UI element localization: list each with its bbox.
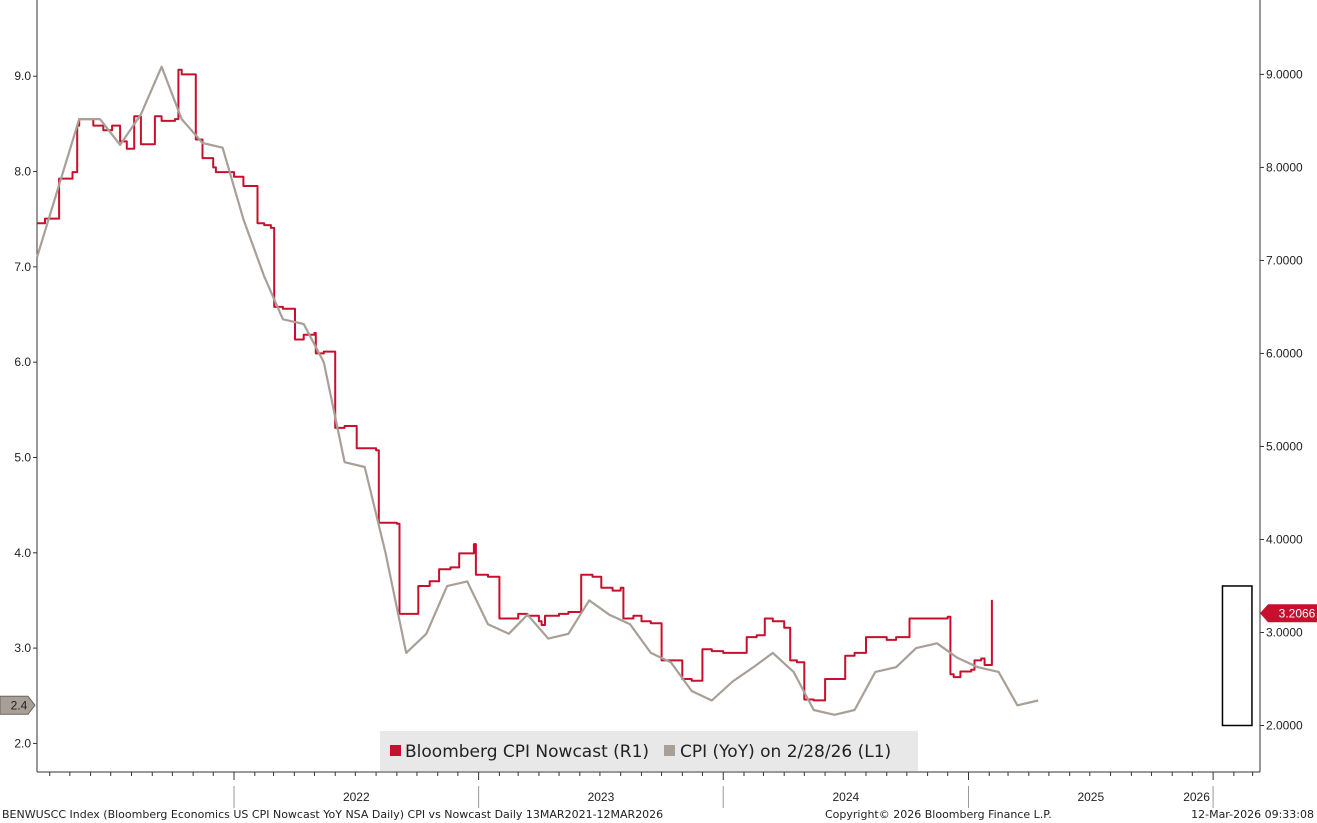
series-line-nowcast <box>37 68 993 702</box>
legend-swatch-nowcast <box>390 745 401 756</box>
right-tick-label: 7.0000 <box>1266 253 1303 267</box>
right-last-value-label: 3.2066 <box>1279 606 1316 620</box>
left-tick-label: 2.0 <box>14 736 31 750</box>
right-tick-label: 5.0000 <box>1266 439 1303 453</box>
left-last-value-label: 2.4 <box>11 698 28 712</box>
x-tick-label: 2023 <box>588 790 615 804</box>
x-tick-label: 2022 <box>343 790 370 804</box>
last-value-badges: 2.4 3.2066 <box>0 604 1317 715</box>
legend-label-nowcast: Bloomberg CPI Nowcast (R1) <box>405 742 649 762</box>
right-tick-label: 6.0000 <box>1266 346 1303 360</box>
left-tick-label: 3.0 <box>14 641 31 655</box>
right-tick-label: 4.0000 <box>1266 532 1303 546</box>
right-tick-label: 2.0000 <box>1266 718 1303 732</box>
legend-label-cpi: CPI (YoY) on 2/28/26 (L1) <box>680 742 891 762</box>
left-last-value-badge <box>0 695 36 715</box>
left-tick-label: 9.0 <box>14 69 31 83</box>
x-tick-label: 2026 <box>1183 790 1210 804</box>
right-tick-label: 8.0000 <box>1266 160 1303 174</box>
left-tick-label: 6.0 <box>14 355 31 369</box>
left-tick-label: 4.0 <box>14 546 31 560</box>
footer-copyright: Copyright© 2026 Bloomberg Finance L.P. <box>825 808 1052 821</box>
x-tick-label: 2024 <box>833 790 860 804</box>
footer-source: BENWUSCC Index (Bloomberg Economics US C… <box>2 808 663 821</box>
left-tick-label: 8.0 <box>14 165 31 179</box>
left-tick-label: 5.0 <box>14 450 31 464</box>
right-tick-label: 3.0000 <box>1266 625 1303 639</box>
series-line-cpi <box>35 65 1039 716</box>
footer: BENWUSCC Index (Bloomberg Economics US C… <box>2 808 1314 821</box>
series-layer <box>35 65 1039 716</box>
right-tick-label: 9.0000 <box>1266 67 1303 81</box>
x-tick-label: 2025 <box>1077 790 1104 804</box>
left-tick-label: 7.0 <box>14 260 31 274</box>
axes: 2.0 3.0 4.0 5.0 6.0 7.0 8.0 9.0 2.0000 3.0000 4.00… <box>14 0 1303 808</box>
legend-background <box>380 731 918 771</box>
highlight-box <box>1221 585 1253 727</box>
legend-swatch-cpi <box>664 745 675 756</box>
footer-timestamp: 12-Mar-2026 09:33:08 <box>1191 808 1314 821</box>
right-last-value-badge <box>1260 604 1317 623</box>
annotation-layer <box>1221 585 1253 727</box>
legend: Bloomberg CPI Nowcast (R1) CPI (YoY) on … <box>380 731 918 771</box>
